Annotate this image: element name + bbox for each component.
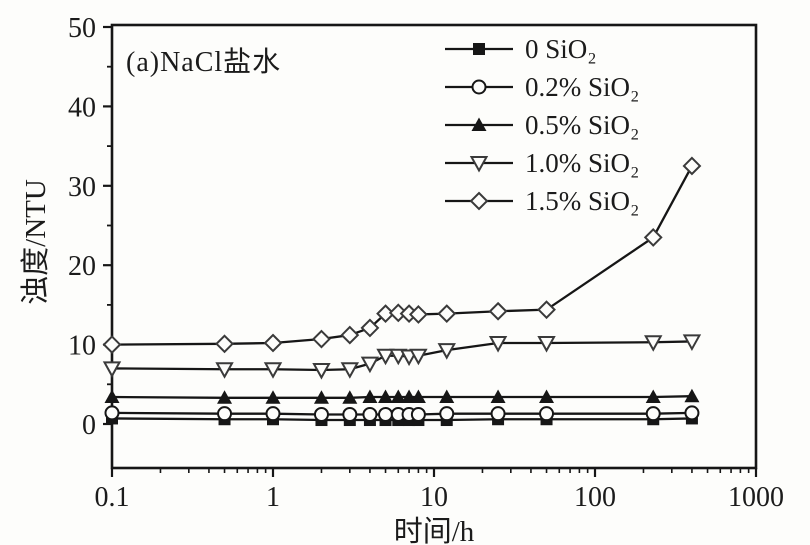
triangle-filled-marker [378, 389, 394, 404]
diamond-open-marker [408, 305, 428, 324]
diamond-open-marker [488, 301, 508, 321]
triangle-down-open-marker [376, 348, 395, 366]
triangle-filled-marker [313, 390, 329, 404]
triangle-down-open-marker [102, 361, 122, 378]
y-tick-label: 30 [68, 172, 96, 203]
circle-open-marker [471, 79, 487, 95]
circle-open-marker [265, 406, 281, 422]
circle-open-marker [313, 406, 329, 422]
plot-annotation: (a)NaCl盐水 [126, 47, 282, 78]
legend-label: 0.5% SiO₂ [525, 109, 640, 140]
triangle-down-open-marker [488, 336, 508, 353]
y-axis-label: 浊度/NTU [20, 179, 52, 305]
legend-swatch [445, 156, 513, 173]
legend-swatch [445, 43, 513, 55]
diamond-open-marker [102, 335, 122, 355]
triangle-down-open-marker [340, 362, 360, 379]
diamond-open-marker [537, 300, 556, 320]
series-4 [102, 156, 702, 355]
x-tick-label: 100 [574, 482, 616, 513]
triangle-filled-marker [362, 389, 378, 404]
triangle-down-open-marker [360, 356, 380, 374]
triangle-down-open-marker [537, 336, 556, 353]
series-1 [104, 405, 700, 422]
diamond-open-marker [312, 329, 331, 349]
legend: 0 SiO₂ 0.2% SiO₂ 0.5% SiO₂ 1.0% SiO₂ 1.5% Si… [443, 30, 639, 220]
diamond-open-marker [215, 334, 234, 354]
circle-open-marker [439, 406, 455, 422]
x-tick-label: 1 [266, 482, 280, 513]
square-filled-marker [473, 43, 485, 55]
triangle-down-open-marker [263, 362, 283, 379]
circle-open-marker [342, 406, 358, 422]
y-tick-label: 10 [68, 331, 96, 362]
series-2 [104, 388, 700, 404]
diamond-open-marker [360, 318, 380, 338]
y-tick-label: 0 [82, 410, 96, 441]
triangle-filled-marker [217, 390, 233, 404]
series-3 [102, 334, 702, 380]
legend-swatch [445, 117, 513, 131]
legend-entry: 0.2% SiO₂ [443, 68, 639, 106]
diamond-open-marker [643, 227, 663, 247]
circle-open-marker [378, 406, 394, 422]
x-axis-label: 时间/h [393, 516, 475, 545]
legend-label: 0.2% SiO₂ [525, 71, 640, 102]
triangle-down-open-marker [312, 363, 331, 380]
circle-open-marker [362, 406, 378, 422]
circle-open-marker [684, 405, 700, 421]
triangle-filled-marker [471, 117, 487, 131]
triangle-filled-marker [410, 389, 426, 404]
triangle-down-open-marker [409, 348, 428, 366]
triangle-filled-marker [539, 389, 555, 404]
legend-entry: 1.0% SiO₂ [443, 144, 639, 182]
triangle-down-open-marker [469, 156, 489, 173]
triangle-filled-marker [342, 390, 358, 404]
triangle-filled-marker [104, 389, 120, 404]
legend-swatch [445, 191, 513, 211]
x-tick-label: 1000 [728, 482, 784, 513]
diamond-open-marker [263, 333, 283, 353]
triangle-filled-marker [645, 389, 661, 404]
triangle-filled-marker [390, 389, 406, 404]
y-tick-label: 20 [68, 251, 96, 282]
legend-entry: 1.5% SiO₂ [443, 182, 639, 220]
circle-open-marker [645, 406, 661, 422]
triangle-filled-marker [490, 389, 506, 404]
circle-open-marker [410, 406, 426, 422]
x-tick-label: 0.1 [95, 482, 130, 513]
legend-label: 1.5% SiO₂ [525, 185, 640, 216]
legend-entry: 0.5% SiO₂ [443, 106, 639, 144]
triangle-filled-marker [439, 389, 455, 404]
legend-swatch [445, 79, 513, 95]
circle-open-marker [539, 406, 555, 422]
triangle-filled-marker [684, 388, 700, 403]
y-tick-label: 50 [68, 13, 96, 44]
triangle-down-open-marker [437, 343, 456, 360]
diamond-open-marker [340, 325, 360, 345]
legend-label: 1.0% SiO₂ [525, 147, 640, 178]
y-tick-label: 40 [68, 92, 96, 123]
diamond-open-marker [469, 191, 489, 211]
triangle-down-open-marker [215, 362, 234, 379]
triangle-down-open-marker [682, 334, 702, 351]
diamond-open-marker [437, 304, 457, 324]
x-tick-label: 10 [420, 482, 448, 513]
circle-open-marker [104, 405, 120, 421]
legend-entry: 0 SiO₂ [443, 30, 639, 68]
circle-open-marker [217, 406, 233, 422]
triangle-down-open-marker [644, 335, 663, 352]
triangle-filled-marker [265, 390, 281, 404]
circle-open-marker [490, 406, 506, 422]
legend-label: 0 SiO₂ [525, 33, 597, 64]
diamond-open-marker [682, 156, 702, 176]
